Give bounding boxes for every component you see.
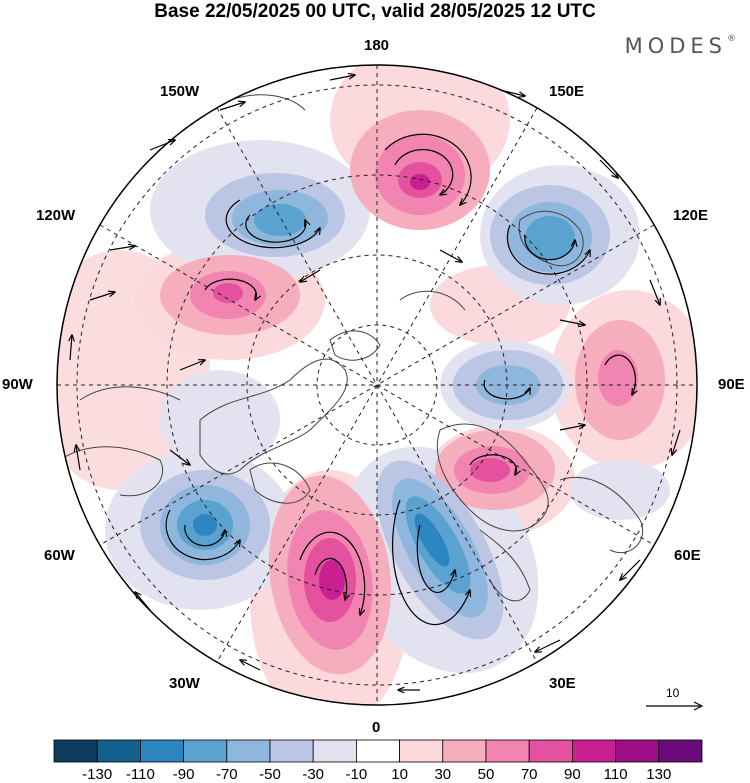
- lon-label-0: 0: [372, 719, 381, 736]
- colorbar-tick-label: -70: [215, 766, 238, 783]
- colorbar-swatch: [615, 739, 660, 763]
- colorbar-swatch: [226, 739, 271, 763]
- lon-label-150w: 150W: [160, 83, 200, 100]
- colorbar-tick-label: -110: [125, 766, 155, 783]
- lon-label-150e: 150E: [549, 83, 585, 100]
- colorbar-tick-label: 70: [520, 766, 538, 783]
- high-anomaly-atlantic: [268, 475, 392, 675]
- colorbar-tick-label: 50: [477, 766, 495, 783]
- lon-label-30e: 30E: [549, 675, 576, 692]
- low-anomaly-pacific: [205, 173, 345, 257]
- brand-text: MODES: [624, 34, 727, 58]
- colorbar-swatch: [528, 739, 573, 763]
- map-boundary: [56, 64, 698, 706]
- colorbar-swatch: [572, 739, 617, 763]
- low-anomaly-siberia: [490, 185, 610, 285]
- colorbar-tick-label: -10: [345, 766, 368, 783]
- reference-arrow-icon: [646, 701, 704, 711]
- colorbar-tick-label: 10: [391, 766, 408, 783]
- modes-logo: MODES®: [625, 34, 736, 58]
- reference-vector: 10: [640, 686, 710, 716]
- colorbar-swatch: [269, 739, 314, 763]
- registered-mark: ®: [727, 34, 736, 44]
- high-anomaly-east: [575, 320, 665, 440]
- colorbar-swatch: [442, 739, 487, 763]
- colorbar-swatch: [485, 739, 530, 763]
- colorbar-swatch: [96, 739, 141, 763]
- colorbar-swatch: [53, 739, 98, 763]
- reference-vector-label: 10: [666, 686, 680, 700]
- colorbar-swatch: [355, 739, 400, 763]
- colorbar-swatch: [139, 739, 184, 763]
- lon-label-180: 180: [364, 37, 390, 54]
- colorbar-swatch: [312, 739, 357, 763]
- lon-label-30w: 30W: [169, 675, 200, 692]
- lon-label-60e: 60E: [674, 547, 701, 564]
- lon-label-90e: 90E: [718, 376, 745, 393]
- coastlines: [59, 94, 644, 602]
- lon-label-120w: 120W: [36, 207, 76, 224]
- colorbar-tick-label: -50: [259, 766, 281, 783]
- lon-label-120e: 120E: [673, 207, 709, 224]
- colorbar-tick-label: -90: [172, 766, 195, 783]
- map-title: Base 22/05/2025 00 UTC, valid 28/05/2025…: [154, 1, 596, 22]
- low-anomaly-labrador: [140, 470, 270, 580]
- colorbar-tick-label: 110: [603, 766, 628, 783]
- high-anomaly-europe: [435, 430, 555, 510]
- lon-label-60w: 60W: [44, 547, 75, 564]
- colorbar-tick-label: -130: [82, 766, 113, 783]
- graticule: [57, 65, 697, 705]
- colorbar-swatches: [53, 739, 703, 763]
- lon-label-90w: 90W: [2, 376, 33, 393]
- colorbar-tick-label: 130: [646, 766, 672, 783]
- colorbar-tick-label: 90: [564, 766, 581, 783]
- wind-vectors: [70, 75, 681, 690]
- colorbar-swatch: [183, 739, 228, 763]
- colorbar-swatch: [399, 739, 444, 763]
- colorbar-tick-label: -30: [302, 766, 325, 783]
- colorbar-swatch: [658, 739, 703, 763]
- colorbar-tick-label: 30: [434, 766, 452, 783]
